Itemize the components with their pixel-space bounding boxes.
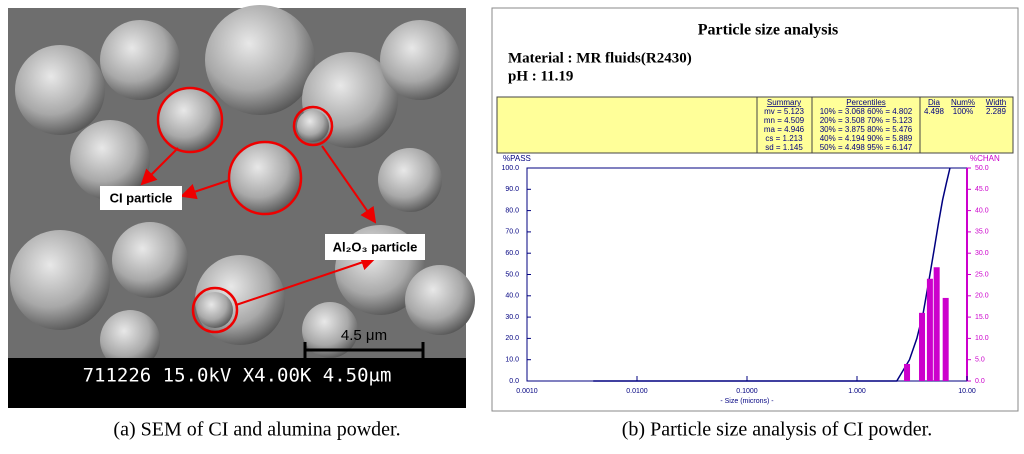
table-header: Width (986, 98, 1006, 107)
table-cell: 30% = 3.875 80% = 5.476 (820, 125, 913, 134)
y2-tick-label: 50.0 (975, 165, 989, 172)
y2-tick-label: 10.0 (975, 335, 989, 342)
bar (933, 267, 940, 381)
sem-image (8, 5, 475, 408)
caption: (b) Particle size analysis of CI powder. (622, 419, 932, 441)
y-tick-label: 40.0 (505, 293, 519, 300)
y-tick-label: 100.0 (501, 165, 519, 172)
table-cell: 40% = 4.194 90% = 5.889 (820, 134, 913, 143)
table-header: Num% (951, 98, 975, 107)
chart-title: Particle size analysis (698, 22, 838, 39)
table-cell: 50% = 4.498 95% = 6.147 (820, 143, 913, 152)
y2-tick-label: 25.0 (975, 271, 989, 278)
y-tick-label: 0.0 (509, 378, 519, 385)
y2-axis-label: %CHAN (970, 154, 1000, 163)
x-tick-label: 10.00 (958, 388, 976, 395)
y2-tick-label: 35.0 (975, 229, 989, 236)
table-cell: 4.498 (924, 107, 945, 116)
y2-tick-label: 20.0 (975, 293, 989, 300)
table-cell: 2.289 (986, 107, 1007, 116)
table-cell: mv = 5.123 (764, 107, 804, 116)
scale-label: 4.5 μm (341, 327, 387, 344)
table-header: Percentiles (846, 98, 886, 107)
table-cell: 100% (953, 107, 973, 116)
y-tick-label: 80.0 (505, 207, 519, 214)
bar (919, 312, 926, 381)
y-axis-label: %PASS (503, 154, 531, 163)
y2-tick-label: 5.0 (975, 357, 985, 364)
y-tick-label: 30.0 (505, 314, 519, 321)
y2-tick-label: 45.0 (975, 186, 989, 193)
x-tick-label: 0.0010 (516, 388, 538, 395)
table-cell: cs = 1.213 (765, 134, 803, 143)
label: CI particle (110, 190, 173, 205)
x-tick-label: 0.1000 (736, 388, 758, 395)
y-tick-label: 10.0 (505, 357, 519, 364)
material: Material : MR fluids(R2430) (508, 50, 692, 66)
y-tick-label: 70.0 (505, 229, 519, 236)
table-cell: sd = 1.145 (765, 143, 803, 152)
y-tick-label: 60.0 (505, 250, 519, 257)
bar (926, 278, 933, 381)
x-axis-label: - Size (microns) - (720, 398, 774, 405)
bar (904, 363, 911, 381)
bar (942, 297, 949, 381)
y-tick-label: 50.0 (505, 271, 519, 278)
table-header: Summary (767, 98, 801, 107)
label: Al₂O₃ particle (333, 239, 418, 254)
x-tick-label: 0.0100 (626, 388, 648, 395)
table-header: Dia (928, 98, 941, 107)
table-cell: mn = 4.509 (764, 116, 805, 125)
y-tick-label: 90.0 (505, 186, 519, 193)
table-cell: 10% = 3.068 60% = 4.802 (820, 107, 913, 116)
y2-tick-label: 0.0 (975, 378, 985, 385)
caption: (a) SEM of CI and alumina powder. (113, 419, 400, 441)
info-bar: 711226 15.0kV X4.00K 4.50μm (83, 365, 392, 387)
summary-box (496, 96, 1014, 154)
ph: pH : 11.19 (508, 68, 573, 84)
table-cell: ma = 4.946 (764, 125, 805, 134)
table-cell: 20% = 3.508 70% = 5.123 (820, 116, 913, 125)
y-tick-label: 20.0 (505, 335, 519, 342)
y2-tick-label: 15.0 (975, 314, 989, 321)
y2-tick-label: 30.0 (975, 250, 989, 257)
y2-tick-label: 40.0 (975, 207, 989, 214)
x-tick-label: 1.000 (848, 388, 866, 395)
